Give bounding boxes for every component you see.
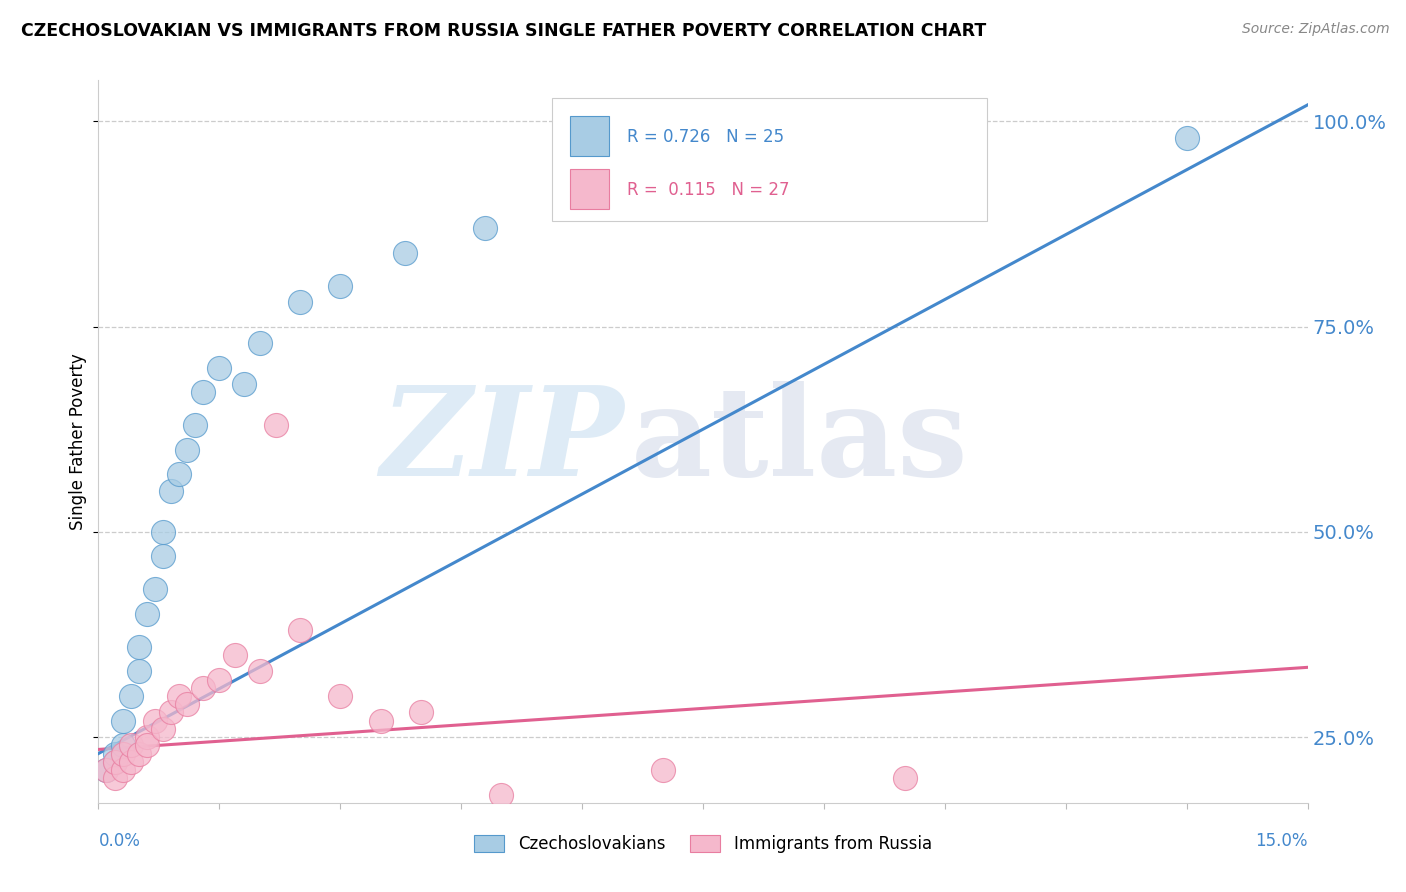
Point: [128, 640, 150, 654]
Point: [370, 714, 392, 728]
Point: [103, 771, 125, 785]
Point: [96, 763, 118, 777]
Text: R = 0.726   N = 25: R = 0.726 N = 25: [627, 128, 785, 145]
Point: [111, 739, 134, 753]
Point: [491, 788, 513, 802]
Point: [160, 483, 183, 498]
Point: [160, 706, 183, 720]
Bar: [569, 116, 609, 156]
Point: [167, 689, 190, 703]
Point: [264, 418, 287, 433]
Point: [103, 755, 125, 769]
Point: [111, 763, 134, 777]
Text: Source: ZipAtlas.com: Source: ZipAtlas.com: [1241, 22, 1389, 37]
Point: [111, 747, 134, 761]
Point: [135, 739, 157, 753]
Point: [128, 747, 150, 761]
Text: CZECHOSLOVAKIAN VS IMMIGRANTS FROM RUSSIA SINGLE FATHER POVERTY CORRELATION CHAR: CZECHOSLOVAKIAN VS IMMIGRANTS FROM RUSSI…: [21, 22, 987, 40]
Point: [474, 221, 496, 235]
Point: [135, 607, 157, 621]
Point: [120, 689, 142, 703]
Point: [208, 360, 231, 375]
Text: ZIP: ZIP: [381, 381, 624, 502]
Point: [96, 763, 118, 777]
Point: [103, 755, 125, 769]
Point: [128, 665, 150, 679]
Point: [135, 730, 157, 744]
Point: [143, 714, 166, 728]
Point: [1175, 130, 1198, 145]
Point: [394, 245, 416, 260]
Y-axis label: Single Father Poverty: Single Father Poverty: [69, 353, 87, 530]
Point: [193, 385, 215, 400]
Point: [249, 665, 271, 679]
Text: R =  0.115   N = 27: R = 0.115 N = 27: [627, 181, 789, 199]
Point: [329, 278, 352, 293]
Point: [120, 739, 142, 753]
FancyBboxPatch shape: [551, 98, 987, 221]
Point: [152, 524, 174, 539]
Point: [208, 673, 231, 687]
Point: [143, 582, 166, 597]
Point: [152, 722, 174, 736]
Point: [103, 747, 125, 761]
Point: [893, 771, 915, 785]
Point: [111, 714, 134, 728]
Text: 15.0%: 15.0%: [1256, 831, 1308, 850]
Point: [167, 467, 190, 482]
Point: [120, 755, 142, 769]
Point: [176, 442, 198, 457]
Point: [249, 336, 271, 351]
Text: 0.0%: 0.0%: [98, 831, 141, 850]
Text: atlas: atlas: [630, 381, 969, 502]
Point: [329, 689, 352, 703]
Point: [288, 295, 311, 310]
Legend: Czechoslovakians, Immigrants from Russia: Czechoslovakians, Immigrants from Russia: [468, 828, 938, 860]
Point: [176, 698, 198, 712]
Point: [193, 681, 215, 695]
Point: [152, 549, 174, 564]
Point: [409, 706, 432, 720]
Point: [651, 763, 673, 777]
Point: [288, 624, 311, 638]
Point: [232, 377, 254, 392]
Point: [224, 648, 246, 662]
Bar: [569, 169, 609, 209]
Point: [184, 418, 207, 433]
